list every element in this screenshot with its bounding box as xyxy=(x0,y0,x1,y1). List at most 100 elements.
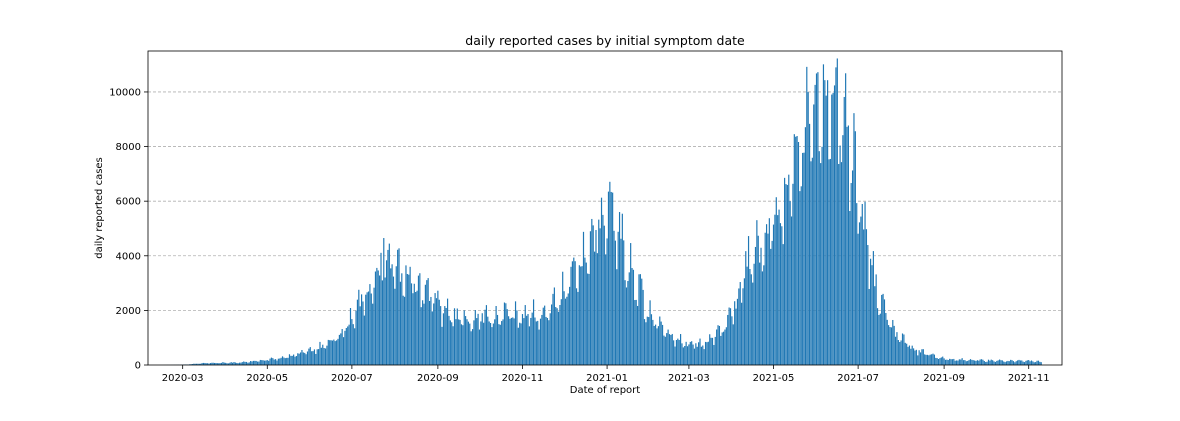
bar xyxy=(251,361,252,365)
bar xyxy=(690,342,691,365)
bar xyxy=(730,308,731,365)
bar xyxy=(688,344,689,365)
bar xyxy=(390,268,391,365)
bar xyxy=(1034,362,1035,365)
bar xyxy=(989,361,990,365)
bar xyxy=(963,360,964,365)
bar xyxy=(984,361,985,365)
bar xyxy=(722,332,723,365)
bar xyxy=(821,147,822,365)
x-tick-label: 2021-05 xyxy=(753,373,795,384)
bar xyxy=(652,320,653,365)
bar xyxy=(616,269,617,365)
bar xyxy=(625,280,626,365)
bar xyxy=(944,358,945,365)
bar xyxy=(758,236,759,365)
bar xyxy=(425,285,426,365)
bar xyxy=(674,347,675,365)
bar xyxy=(1011,360,1012,365)
bar xyxy=(430,297,431,365)
bar xyxy=(458,319,459,365)
bar xyxy=(772,241,773,365)
bar xyxy=(717,325,718,365)
bar xyxy=(780,223,781,365)
bar xyxy=(935,358,936,365)
bar xyxy=(889,327,890,365)
bar xyxy=(405,265,406,365)
x-tick-label: 2020-05 xyxy=(246,373,288,384)
bar xyxy=(286,358,287,365)
bar xyxy=(912,346,913,365)
y-axis-label: daily reported cases xyxy=(94,157,105,259)
bar xyxy=(706,342,707,365)
bar xyxy=(964,360,965,365)
bar xyxy=(415,292,416,365)
bar xyxy=(289,354,290,365)
bar xyxy=(623,240,624,365)
bar xyxy=(737,299,738,365)
bar xyxy=(1000,360,1001,365)
bar xyxy=(367,292,368,365)
bar xyxy=(902,333,903,365)
bar xyxy=(530,318,531,365)
bar xyxy=(787,185,788,365)
bar xyxy=(253,361,254,365)
bar xyxy=(663,336,664,365)
bar xyxy=(1013,361,1014,365)
bar xyxy=(283,358,284,365)
bar xyxy=(880,314,881,365)
bar xyxy=(432,311,433,365)
bar xyxy=(967,361,968,365)
bar xyxy=(519,323,520,365)
bar xyxy=(876,274,877,365)
bar xyxy=(715,337,716,365)
bar xyxy=(981,359,982,365)
bar xyxy=(453,326,454,365)
bar xyxy=(396,266,397,365)
bar xyxy=(699,339,700,365)
bar xyxy=(321,348,322,365)
bar xyxy=(859,222,860,365)
bar xyxy=(576,288,577,365)
bar xyxy=(260,360,261,365)
bar xyxy=(686,342,687,365)
bar xyxy=(631,268,632,365)
bar xyxy=(971,360,972,365)
bar xyxy=(937,358,938,365)
bar xyxy=(502,319,503,365)
bar xyxy=(1009,361,1010,365)
bar xyxy=(871,265,872,365)
bar xyxy=(536,321,537,365)
bar xyxy=(1017,360,1018,365)
bar xyxy=(539,330,540,365)
bar xyxy=(770,249,771,365)
bar xyxy=(654,326,655,365)
bar xyxy=(250,361,251,365)
bar xyxy=(828,159,829,365)
bar xyxy=(817,72,818,365)
bar xyxy=(978,361,979,365)
bar xyxy=(823,64,824,365)
bar xyxy=(629,272,630,365)
bar xyxy=(590,231,591,365)
bar xyxy=(930,355,931,365)
bar xyxy=(672,334,673,365)
bar xyxy=(966,361,967,365)
bar xyxy=(285,358,286,365)
bar xyxy=(602,215,603,365)
bar xyxy=(364,316,365,365)
x-tick-label: 2020-07 xyxy=(331,373,373,384)
bar xyxy=(687,346,688,365)
bar xyxy=(498,324,499,365)
bar xyxy=(726,327,727,365)
gridlines xyxy=(148,92,1062,310)
bar xyxy=(246,362,247,365)
bar xyxy=(812,158,813,365)
bar xyxy=(311,351,312,365)
bar xyxy=(486,305,487,365)
x-tick-label: 2020-11 xyxy=(502,373,544,384)
bar xyxy=(809,124,810,365)
bar xyxy=(317,349,318,365)
bar xyxy=(919,350,920,365)
